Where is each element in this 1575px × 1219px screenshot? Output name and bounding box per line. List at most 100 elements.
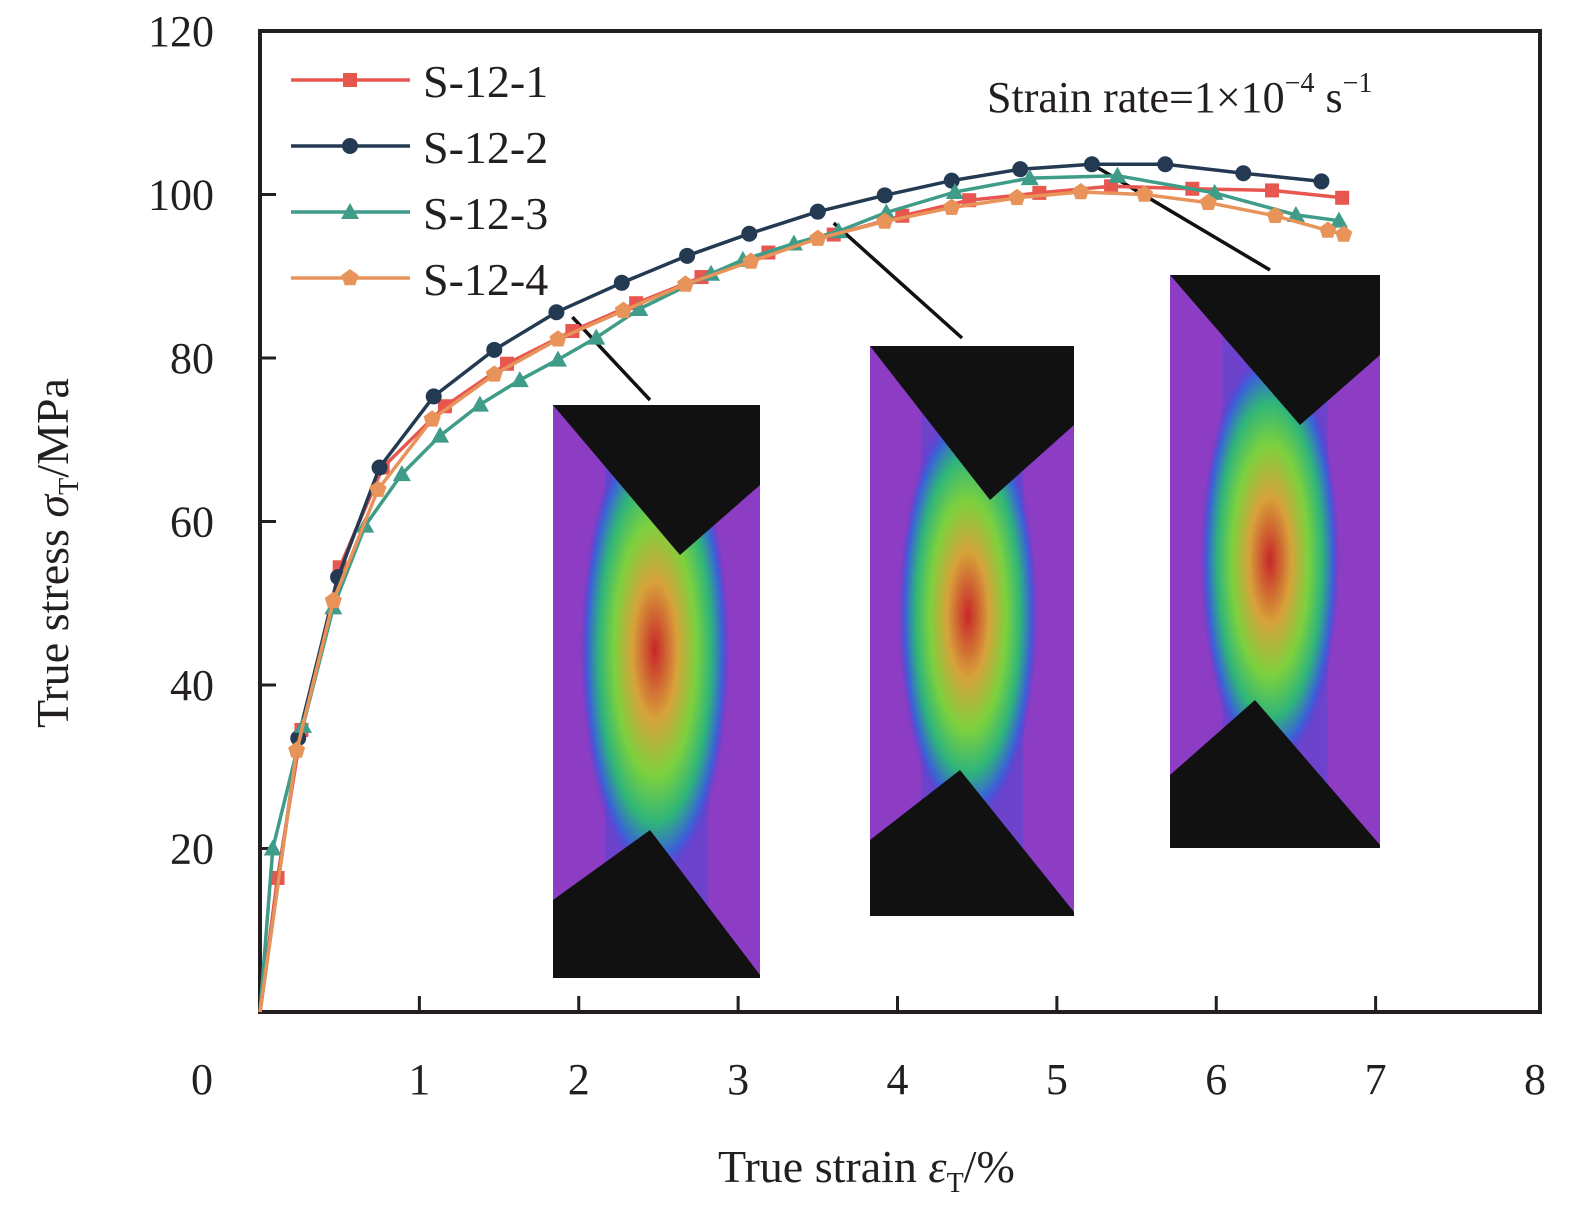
data-point [324,591,342,609]
data-point [485,365,503,382]
inset-strain-band [898,405,1038,825]
legend-item: S-12-3 [291,188,548,239]
legend-item: S-12-1 [291,56,548,107]
data-point [742,252,760,269]
legend-item: S-12-2 [291,122,548,173]
data-point [486,341,503,358]
data-point [1335,190,1350,205]
data-point [548,304,565,321]
data-point [371,459,388,476]
x-tick-label: 0 [191,1055,213,1104]
data-point [1083,156,1100,173]
legend-label: S-12-2 [423,122,548,173]
data-point [470,395,489,412]
series-S-12-4 [258,183,1353,1013]
y-tick-label: 20 [170,825,214,874]
y-tick-label: 60 [170,498,214,547]
legend-marker [343,73,357,87]
data-point [288,741,306,758]
data-point [1104,179,1119,194]
x-tick-label: 2 [568,1055,590,1104]
insets-layer [553,275,1380,978]
data-point [1020,169,1039,186]
data-point [431,426,450,443]
data-point [1136,185,1154,202]
x-axis-title: True strain εT/% [718,1141,1015,1199]
inset-notch-top [553,405,760,555]
x-tick-label: 5 [1046,1055,1068,1104]
legend-label: S-12-4 [423,254,548,305]
data-point [425,388,442,405]
legend-label: S-12-3 [423,188,548,239]
legend: S-12-1 S-12-2 S-12-3 S-12-4 [291,56,548,305]
data-point [263,839,282,856]
data-point [1319,221,1337,238]
legend-label: S-12-1 [423,56,548,107]
data-point [630,299,649,316]
data-point [1265,183,1280,198]
data-point [943,198,961,215]
leader-line [832,221,964,340]
legend-item: S-12-4 [291,254,548,305]
legend-marker [341,203,359,219]
data-point [423,410,441,427]
x-tick-label: 7 [1365,1055,1387,1104]
data-point [809,203,826,220]
data-point [369,480,387,497]
data-point [1008,188,1026,206]
y-tick-label: 80 [170,334,214,383]
data-point [392,465,411,482]
inset-strain-band [1200,350,1340,770]
data-point [613,274,630,291]
inset-notch-top [870,346,1074,500]
series-S-12-2 [258,156,1330,1013]
data-point [679,247,696,264]
series-line [258,190,1345,1013]
dic-strain-map-2 [870,346,1074,916]
x-tick-label: 4 [887,1055,909,1104]
data-point [1313,173,1330,190]
curves-layer [258,156,1353,1013]
inset-notch-top [1170,275,1380,425]
data-point [876,187,893,204]
data-point [587,328,606,345]
y-axis-title: True stress σT/MPa [27,378,85,728]
y-tick-label: 100 [148,171,214,220]
data-point [1199,193,1217,210]
x-tick-label: 3 [727,1055,749,1104]
data-point [1157,156,1174,173]
data-point [1286,205,1305,222]
leader-line [571,315,652,402]
ticks-layer: 0 1 2 3 4 5 6 7 8 20 40 60 80 100 120 [148,7,1546,1104]
strain-rate-annotation: Strain rate=1×10−4 s−1 [987,68,1372,122]
data-point [549,350,568,367]
data-point [741,225,758,242]
data-point [1266,206,1284,223]
data-point [1235,165,1252,182]
data-point [437,399,452,414]
inset-notch-bottom [870,770,1074,916]
data-point [943,172,960,189]
dic-strain-map-3 [1170,275,1380,848]
data-point [1108,166,1127,183]
y-tick-label: 40 [170,661,214,710]
data-point [549,330,567,347]
legend-marker [342,138,358,154]
y-tick-label: 120 [148,7,214,56]
x-tick-label: 8 [1524,1055,1546,1104]
data-point [614,301,632,318]
legend-marker [341,269,359,286]
data-point [945,183,964,200]
data-point [677,275,695,292]
data-point [1335,225,1353,242]
data-point [809,229,827,246]
data-point [1012,161,1029,178]
inset-notch-bottom [1170,700,1380,848]
data-point [510,371,529,388]
x-tick-label: 1 [408,1055,430,1104]
inset-notch-bottom [553,830,760,978]
x-tick-label: 6 [1205,1055,1227,1104]
data-point [876,212,894,229]
data-point [1329,211,1348,228]
